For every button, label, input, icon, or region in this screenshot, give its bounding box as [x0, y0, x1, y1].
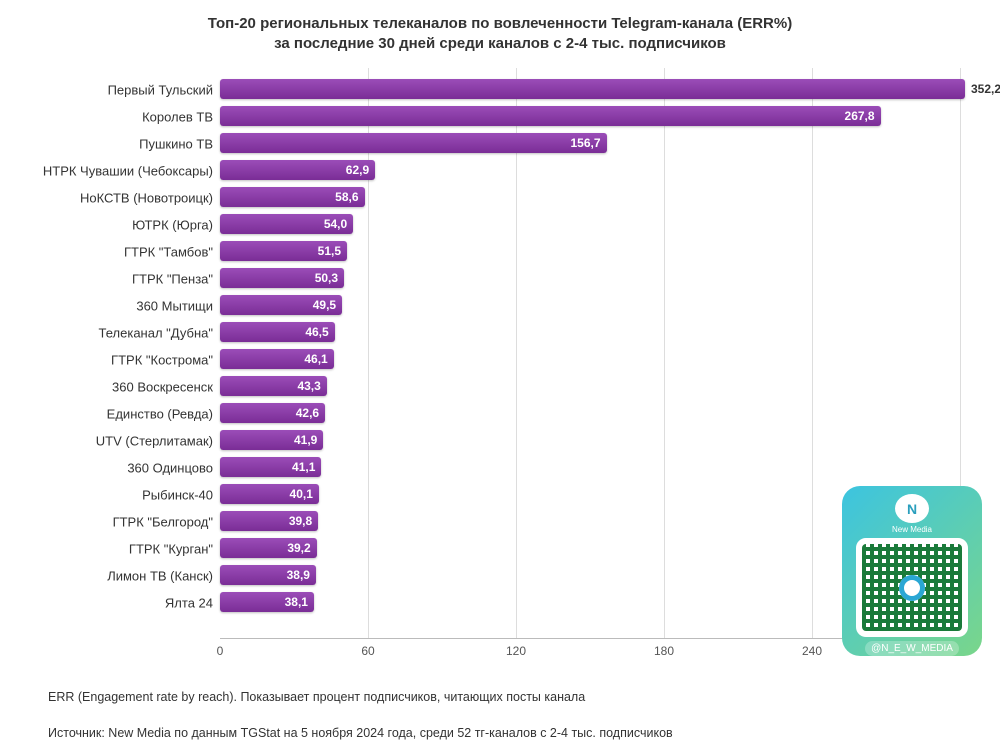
footnote-definition: ERR (Engagement rate by reach). Показыва…: [48, 690, 585, 704]
bar-value-label: 49,5: [313, 298, 336, 312]
y-axis-label: Ялта 24: [0, 595, 213, 610]
bar-value-label: 39,8: [289, 514, 312, 528]
bar: 41,9: [220, 430, 323, 450]
y-axis-label: Телеканал "Дубна": [0, 325, 213, 340]
bar: 46,1: [220, 349, 334, 369]
y-axis-label: НоКСТВ (Новотроицк): [0, 190, 213, 205]
bar: 40,1: [220, 484, 319, 504]
bar-row: Пушкино ТВ 156,7: [0, 130, 1000, 157]
bar-row: Первый Тульский 352,2: [0, 76, 1000, 103]
qr-logo-letter: N: [907, 501, 917, 517]
bar: 51,5: [220, 241, 347, 261]
bar: 50,3: [220, 268, 344, 288]
bar: 43,3: [220, 376, 327, 396]
bar-value-label: 39,2: [287, 541, 310, 555]
y-axis-label: Лимон ТВ (Канск): [0, 568, 213, 583]
title-line-2: за последние 30 дней среди каналов с 2-4…: [274, 35, 726, 52]
bar-row: ГТРК "Пенза" 50,3: [0, 265, 1000, 292]
bar: 267,8: [220, 106, 881, 126]
bar-value-label: 156,7: [570, 136, 600, 150]
bar: 49,5: [220, 295, 342, 315]
bar-row: 360 Мытищи 49,5: [0, 292, 1000, 319]
qr-logo-icon: N: [895, 494, 929, 523]
bar: 39,8: [220, 511, 318, 531]
bar-value-label: 38,1: [285, 595, 308, 609]
y-axis-label: Пушкино ТВ: [0, 136, 213, 151]
y-axis-label: UTV (Стерлитамак): [0, 433, 213, 448]
y-axis-label: Первый Тульский: [0, 82, 213, 97]
bar-value-label: 40,1: [290, 487, 313, 501]
bar-value-label: 46,5: [305, 325, 328, 339]
y-axis-label: Единство (Ревда): [0, 406, 213, 421]
bar-row: ГТРК "Тамбов" 51,5: [0, 238, 1000, 265]
bar-row: 360 Одинцово 41,1: [0, 454, 1000, 481]
y-axis-label: Королев ТВ: [0, 109, 213, 124]
y-axis-label: 360 Одинцово: [0, 460, 213, 475]
bar: 41,1: [220, 457, 321, 477]
bar-value-label: 38,9: [287, 568, 310, 582]
bar-value-label: 352,2: [971, 82, 1000, 96]
x-tick-label: 180: [654, 644, 674, 658]
bar: 58,6: [220, 187, 365, 207]
title-line-1: Топ-20 региональных телеканалов по вовле…: [208, 15, 792, 32]
bar: 42,6: [220, 403, 325, 423]
bar: 46,5: [220, 322, 335, 342]
x-tick-label: 60: [361, 644, 374, 658]
footnote-source: Источник: New Media по данным TGStat на …: [48, 726, 673, 740]
bar-row: Единство (Ревда) 42,6: [0, 400, 1000, 427]
bar-value-label: 46,1: [304, 352, 327, 366]
bar-value-label: 41,1: [292, 460, 315, 474]
x-tick-label: 120: [506, 644, 526, 658]
y-axis-label: Рыбинск-40: [0, 487, 213, 502]
y-axis-label: ГТРК "Пенза": [0, 271, 213, 286]
qr-code-icon: [856, 538, 968, 637]
bar-row: 360 Воскресенск 43,3: [0, 373, 1000, 400]
chart-title: Топ-20 региональных телеканалов по вовле…: [0, 14, 1000, 53]
bar-value-label: 54,0: [324, 217, 347, 231]
y-axis-label: ГТРК "Кострома": [0, 352, 213, 367]
bar-value-label: 51,5: [318, 244, 341, 258]
bar: 38,9: [220, 565, 316, 585]
bar: 38,1: [220, 592, 314, 612]
bar: 352,2: [220, 79, 965, 99]
qr-promo-box: N New Media @N_E_W_MEDIA: [842, 486, 982, 656]
bar: 39,2: [220, 538, 317, 558]
bar: 156,7: [220, 133, 607, 153]
y-axis-label: ГТРК "Курган": [0, 541, 213, 556]
qr-handle: @N_E_W_MEDIA: [865, 641, 959, 656]
bar-value-label: 41,9: [294, 433, 317, 447]
bar: 54,0: [220, 214, 353, 234]
bar-value-label: 42,6: [296, 406, 319, 420]
bar-value-label: 43,3: [297, 379, 320, 393]
bar-value-label: 267,8: [845, 109, 875, 123]
bar-value-label: 58,6: [335, 190, 358, 204]
y-axis-label: 360 Воскресенск: [0, 379, 213, 394]
bar-row: ЮТРК (Юрга) 54,0: [0, 211, 1000, 238]
y-axis-label: ЮТРК (Юрга): [0, 217, 213, 232]
bar-row: ГТРК "Кострома" 46,1: [0, 346, 1000, 373]
bar-row: UTV (Стерлитамак) 41,9: [0, 427, 1000, 454]
x-tick-label: 0: [217, 644, 224, 658]
x-tick-label: 240: [802, 644, 822, 658]
bar-value-label: 62,9: [346, 163, 369, 177]
bar: 62,9: [220, 160, 375, 180]
bar-value-label: 50,3: [315, 271, 338, 285]
bar-row: НоКСТВ (Новотроицк) 58,6: [0, 184, 1000, 211]
y-axis-label: НТРК Чувашии (Чебоксары): [0, 163, 213, 178]
page: Топ-20 региональных телеканалов по вовле…: [0, 0, 1000, 756]
bar-row: Королев ТВ 267,8: [0, 103, 1000, 130]
bar-row: НТРК Чувашии (Чебоксары) 62,9: [0, 157, 1000, 184]
y-axis-label: 360 Мытищи: [0, 298, 213, 313]
qr-logo-subtext: New Media: [892, 525, 932, 534]
y-axis-label: ГТРК "Тамбов": [0, 244, 213, 259]
y-axis-label: ГТРК "Белгород": [0, 514, 213, 529]
bar-row: Телеканал "Дубна" 46,5: [0, 319, 1000, 346]
